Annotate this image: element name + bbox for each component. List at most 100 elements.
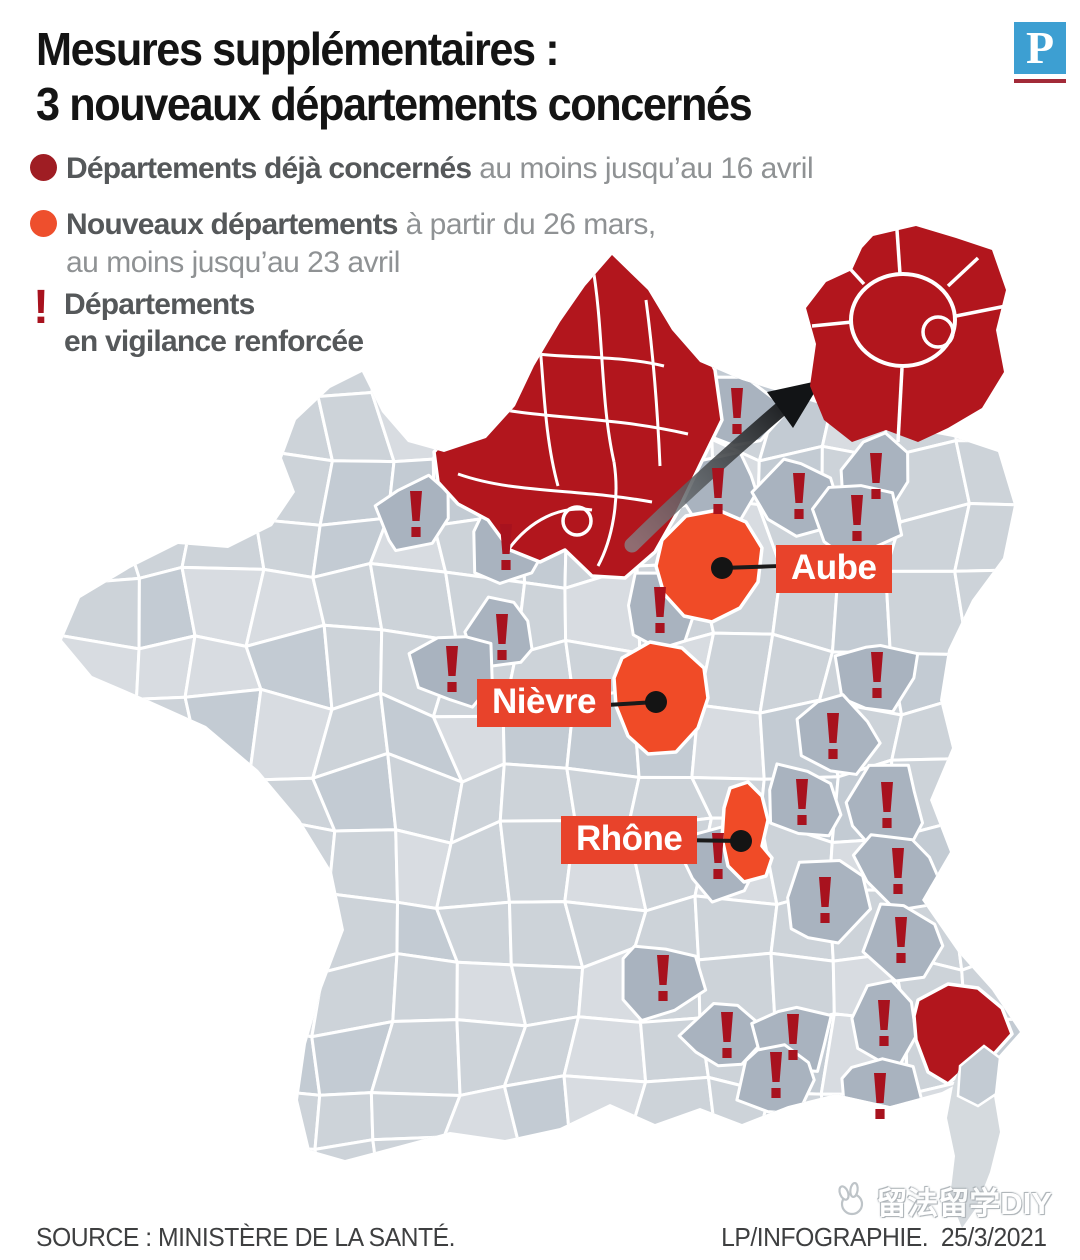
inset-arrow-head bbox=[767, 380, 822, 428]
department-cell bbox=[192, 1008, 250, 1094]
legend-new-rest: à partir du 26 mars, bbox=[405, 208, 657, 241]
vigilance-mark-bar bbox=[881, 782, 893, 812]
department-cell bbox=[62, 947, 118, 1037]
infographic-credit: LP/INFOGRAPHIE. 25/3/2021 bbox=[720, 1222, 1047, 1252]
vigilance-mark-bar bbox=[654, 587, 666, 617]
inset-arrow bbox=[624, 400, 790, 553]
department-cell bbox=[1076, 254, 1080, 332]
vigilance-mark-bar bbox=[410, 491, 422, 521]
department-cell bbox=[1017, 638, 1020, 716]
vigilance-mark bbox=[731, 388, 743, 434]
vigilance-mark-dot bbox=[713, 504, 723, 514]
legend-vigilance-line2: en vigilance renforcée bbox=[64, 325, 364, 358]
vigilance-mark bbox=[827, 713, 839, 759]
department-cell bbox=[1076, 1079, 1080, 1163]
department-cell bbox=[62, 884, 124, 956]
department-cell bbox=[1076, 1010, 1080, 1087]
watermark-text: 留法留学DIY bbox=[876, 1186, 1052, 1221]
department-cell bbox=[699, 255, 764, 334]
department-cell bbox=[391, 952, 459, 1024]
department-cell bbox=[183, 687, 263, 782]
vigilance-mark-bar bbox=[851, 495, 863, 525]
department-cell bbox=[948, 817, 1020, 893]
region-border bbox=[590, 261, 616, 463]
vigilance-mark bbox=[892, 848, 904, 894]
department-cell bbox=[62, 952, 78, 1037]
department-cell bbox=[693, 894, 779, 962]
department-cell bbox=[701, 255, 764, 272]
department-cell bbox=[569, 1136, 632, 1160]
legend-item-new: Nouveaux départements à partir du 26 mars… bbox=[30, 208, 656, 280]
department-cell bbox=[697, 1156, 774, 1160]
department-cell bbox=[1010, 945, 1020, 1035]
vigilance-mark-dot bbox=[722, 1048, 732, 1058]
department-cell bbox=[194, 447, 258, 521]
idf-border bbox=[840, 258, 866, 286]
department-cell bbox=[62, 1072, 76, 1159]
vigilance-mark-dot bbox=[497, 650, 507, 660]
vigilance-mark-bar bbox=[712, 468, 724, 498]
department-cell bbox=[192, 1145, 253, 1160]
vigilance-mark-dot bbox=[794, 509, 804, 519]
department-cell bbox=[438, 1135, 522, 1160]
department-cell bbox=[69, 495, 141, 586]
department-cell bbox=[62, 582, 77, 637]
vigilance-mark-bar bbox=[770, 1052, 782, 1082]
department-cell bbox=[124, 375, 198, 453]
page-title: Mesures supplémentaires : 3 nouveaux dép… bbox=[36, 22, 753, 132]
idf-border bbox=[955, 304, 1007, 318]
department-label-aube: Aube bbox=[776, 545, 892, 593]
vigilance-mark-bar bbox=[827, 713, 839, 743]
department-cell bbox=[370, 317, 457, 400]
department-cell bbox=[1025, 505, 1080, 570]
department-cell bbox=[327, 828, 400, 904]
vigilance-mark-bar bbox=[793, 473, 805, 503]
new-dot-icon bbox=[30, 210, 57, 237]
label-dot bbox=[645, 691, 667, 713]
idf-inner-ring bbox=[921, 315, 955, 349]
department-cell bbox=[255, 881, 331, 974]
department-cell bbox=[758, 255, 845, 272]
idf-inset bbox=[806, 226, 1007, 443]
department-cell bbox=[371, 1135, 446, 1160]
vigilance-mark-dot bbox=[658, 991, 668, 1001]
department-cell bbox=[0, 627, 55, 712]
department-cell bbox=[244, 1086, 322, 1151]
department-cell bbox=[313, 1138, 384, 1160]
department-cell bbox=[62, 1152, 76, 1160]
vigilance-mark-dot bbox=[893, 884, 903, 894]
vigilance-mark-dot bbox=[788, 1050, 798, 1060]
department-cell bbox=[62, 836, 74, 889]
label-dot bbox=[730, 830, 752, 852]
legend-new-line2: au moins jusqu’au 23 avril bbox=[66, 246, 400, 279]
legend-item-vigilance: Départements en vigilance renforcée bbox=[64, 286, 364, 360]
vigilance-mark-bar bbox=[895, 917, 907, 947]
department-cell bbox=[69, 439, 128, 525]
department-cell bbox=[186, 371, 258, 453]
department-cell bbox=[62, 1072, 136, 1159]
department-cell bbox=[1076, 324, 1080, 395]
department-cell bbox=[1011, 255, 1020, 263]
vigilance-mark-bar bbox=[819, 877, 831, 907]
vigilance-mark-dot bbox=[882, 818, 892, 828]
department-cell bbox=[562, 1074, 648, 1150]
department-cell bbox=[1010, 1018, 1020, 1094]
idf-border bbox=[896, 367, 904, 443]
department-cell bbox=[120, 1136, 199, 1160]
legend-already-rest: au moins jusqu’au 16 avril bbox=[479, 152, 814, 185]
department-cell bbox=[965, 649, 1020, 716]
department-cell bbox=[948, 881, 1020, 972]
vigilance-mark-bar bbox=[446, 646, 458, 676]
watermark: 留法留学DIY bbox=[830, 1178, 1052, 1223]
logo-underline bbox=[1014, 79, 1066, 83]
department-cell bbox=[62, 771, 143, 840]
department-cell bbox=[506, 1209, 582, 1260]
department-cell bbox=[62, 1011, 78, 1098]
already-dot-icon bbox=[30, 154, 57, 181]
legend-already-bold: Départements déjà concernés bbox=[66, 152, 472, 185]
department-cell bbox=[62, 774, 73, 843]
department-label-rhone: Rhône bbox=[561, 816, 698, 864]
vigilance-mark bbox=[793, 473, 805, 519]
region-border bbox=[457, 472, 653, 504]
title-line-1: Mesures supplémentaires : bbox=[36, 23, 560, 75]
